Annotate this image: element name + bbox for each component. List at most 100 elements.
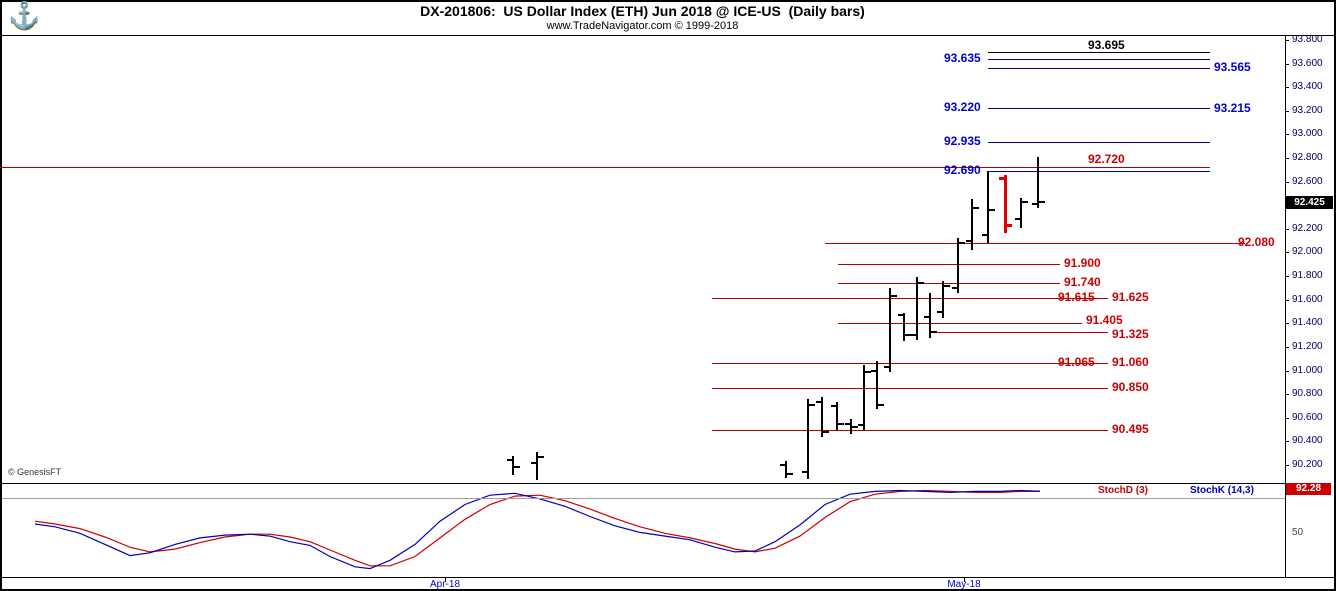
- x-axis-label: May-18: [947, 579, 981, 590]
- right-axis-divider: [1285, 35, 1286, 577]
- ohlc-open-tick: [531, 462, 536, 464]
- price-level-label: 92.720: [1088, 152, 1125, 166]
- stochastic-panel[interactable]: [2, 484, 1285, 577]
- ohlc-close-tick: [852, 426, 858, 428]
- ohlc-close-tick: [918, 282, 924, 284]
- ohlc-open-tick: [507, 459, 512, 461]
- ohlc-bar: [785, 461, 787, 478]
- ohlc-bar: [850, 419, 852, 434]
- y-axis-tick-label: 90.400: [1292, 435, 1323, 446]
- price-level-line: [825, 243, 1245, 244]
- price-level-line: [838, 283, 1060, 284]
- ohlc-bar: [536, 452, 538, 480]
- price-level-line: [988, 59, 1210, 60]
- ohlc-open-tick: [845, 423, 850, 425]
- ohlc-close-tick: [905, 334, 911, 336]
- y-axis-tick-label: 91.600: [1292, 294, 1323, 305]
- ohlc-open-tick: [802, 471, 807, 473]
- y-axis-tickmark: [1285, 111, 1289, 112]
- y-axis-tickmark: [1285, 64, 1289, 65]
- ohlc-bar: [903, 313, 905, 341]
- y-axis-tickmark: [1285, 347, 1289, 348]
- ohlc-bar: [1004, 175, 1007, 233]
- y-axis-tick-label: 93.600: [1292, 58, 1323, 69]
- price-level-label: 91.065: [1058, 355, 1095, 369]
- y-axis-tickmark: [1285, 252, 1289, 253]
- price-level-label: 91.900: [1064, 256, 1101, 270]
- genesis-watermark: © GenesisFT: [8, 467, 62, 477]
- ohlc-open-tick: [884, 366, 889, 368]
- ohlc-close-tick: [514, 466, 520, 468]
- price-level-label: 91.405: [1086, 313, 1123, 327]
- ohlc-bar: [929, 293, 931, 338]
- stoch-50-level-label: 50: [1292, 527, 1304, 538]
- ohlc-open-tick: [966, 240, 971, 242]
- y-axis-tick-label: 93.000: [1292, 128, 1323, 139]
- last-price-badge: 92.425: [1286, 196, 1333, 209]
- ohlc-close-tick: [973, 207, 979, 209]
- ohlc-close-tick: [809, 404, 815, 406]
- y-axis-tick-label: 93.400: [1292, 81, 1323, 92]
- ohlc-open-tick: [911, 334, 916, 336]
- price-level-line: [988, 52, 1210, 53]
- y-axis-tick-label: 93.800: [1292, 34, 1323, 45]
- y-axis-tick-label: 91.000: [1292, 365, 1323, 376]
- ohlc-bar: [836, 402, 838, 430]
- price-axis[interactable]: 93.800 93.600 93.400 93.200 93.000 92.800 92.6…: [1285, 35, 1336, 577]
- price-level-label: 93.635: [944, 51, 981, 65]
- y-axis-tickmark: [1285, 323, 1289, 324]
- ohlc-close-tick: [1006, 224, 1012, 227]
- stoch-overbought-line: [2, 498, 1285, 499]
- price-level-label: 91.325: [1112, 327, 1149, 341]
- y-axis-tick-label: 92.200: [1292, 223, 1323, 234]
- stoch-d-line: [34, 489, 1040, 567]
- price-level-line: [988, 171, 1210, 172]
- chart-subtitle: www.TradeNavigator.com © 1999-2018: [546, 20, 739, 32]
- ohlc-close-tick: [931, 331, 937, 333]
- y-axis-tickmark: [1285, 465, 1289, 466]
- ohlc-open-tick: [898, 314, 903, 316]
- genesis-anchor-logo-icon: ⚓: [8, 0, 41, 30]
- y-axis-tickmark: [1285, 182, 1289, 183]
- y-axis-tickmark: [1285, 441, 1289, 442]
- ohlc-close-tick: [944, 285, 950, 287]
- ohlc-close-tick: [878, 404, 884, 406]
- stochastic-plot: [34, 489, 1041, 570]
- ohlc-close-tick: [787, 473, 793, 475]
- y-axis-tickmark: [1285, 134, 1289, 135]
- stoch-k-legend[interactable]: StochK (14,3): [1190, 485, 1254, 496]
- price-level-label: 91.625: [1112, 290, 1149, 304]
- y-axis-tickmark: [1285, 229, 1289, 230]
- x-axis-tickmark: [445, 578, 446, 582]
- y-axis-tickmark: [1285, 276, 1289, 277]
- price-level-label: 91.060: [1112, 355, 1149, 369]
- ohlc-close-tick: [959, 242, 965, 244]
- ohlc-close-tick: [865, 371, 871, 373]
- date-axis[interactable]: Apr-18 May-18: [2, 578, 1285, 590]
- y-axis-tick-label: 91.200: [1292, 341, 1323, 352]
- ohlc-close-tick: [1039, 201, 1045, 203]
- stoch-panel-divider: [0, 483, 1286, 484]
- ohlc-bar: [512, 456, 514, 475]
- price-level-line: [988, 68, 1210, 69]
- ohlc-close-tick: [989, 209, 995, 211]
- price-level-label: 91.740: [1064, 275, 1101, 289]
- price-level-label: 93.565: [1214, 60, 1251, 74]
- y-axis-tickmark: [1285, 40, 1289, 41]
- y-axis-tickmark: [1285, 300, 1289, 301]
- chart-title: DX-201806: US Dollar Index (ETH) Jun 201…: [420, 3, 865, 19]
- ohlc-bar: [863, 365, 865, 430]
- price-level-label: 90.495: [1112, 422, 1149, 436]
- stoch-d-legend[interactable]: StochD (3): [1098, 485, 1148, 496]
- ohlc-close-tick: [538, 456, 544, 458]
- y-axis-tick-label: 90.800: [1292, 388, 1323, 399]
- y-axis-tick-label: 90.600: [1292, 412, 1323, 423]
- ohlc-bar: [1020, 198, 1022, 228]
- price-level-line: [712, 430, 1108, 431]
- ohlc-bar: [821, 397, 823, 437]
- ohlc-open-tick: [831, 405, 836, 407]
- y-axis-tick-label: 92.000: [1292, 246, 1323, 257]
- x-axis-label: Apr-18: [429, 579, 460, 590]
